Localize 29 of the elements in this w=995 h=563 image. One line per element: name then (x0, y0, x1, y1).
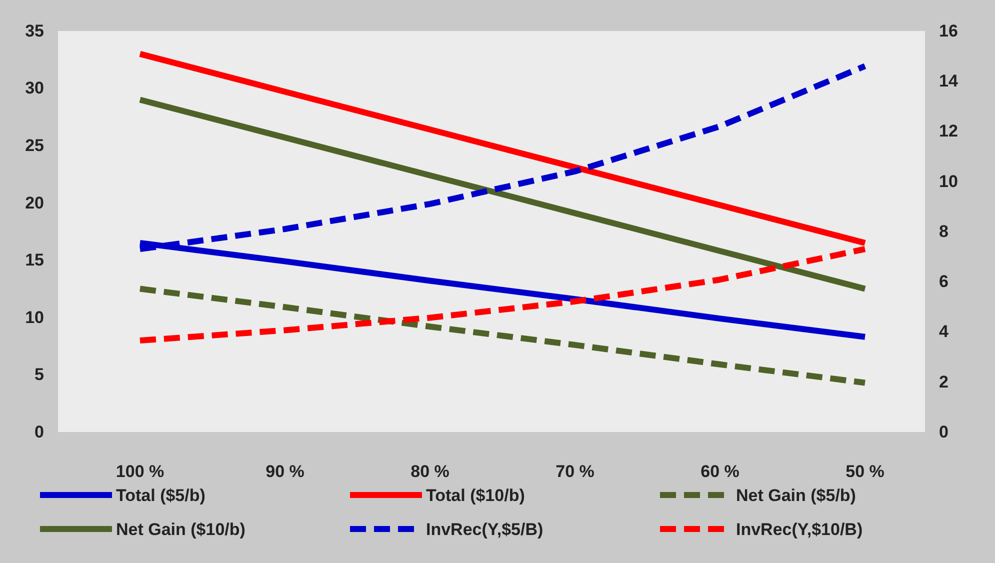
y-tick-label: 30 (25, 78, 44, 98)
x-tick-label: 90 % (266, 462, 304, 482)
y2-tick-label: 4 (939, 322, 949, 342)
y-tick-label: 0 (34, 422, 44, 442)
legend-label: Total ($5/b) (116, 486, 206, 505)
x-tick-label: 70 % (556, 462, 594, 482)
y-tick-label: 20 (25, 193, 44, 212)
y2-tick-label: 12 (939, 122, 958, 141)
y2-tick-label: 16 (939, 21, 958, 40)
x-tick-label: 50 % (846, 462, 884, 482)
y-tick-label: 25 (25, 136, 44, 156)
legend-label: Net Gain ($10/b) (116, 520, 246, 539)
legend-label: Net Gain ($5/b) (736, 486, 856, 505)
y-tick-label: 5 (34, 365, 44, 384)
y2-tick-label: 6 (939, 272, 948, 292)
x-tick-label: 60 % (700, 462, 740, 482)
x-tick-label: 100 % (116, 462, 164, 482)
x-tick-label: 80 % (410, 462, 450, 482)
legend-label: Total ($10/b) (426, 486, 525, 505)
y-tick-label: 15 (25, 250, 44, 270)
y2-tick-label: 0 (939, 422, 948, 442)
y2-tick-label: 14 (939, 72, 958, 91)
y-tick-label: 10 (25, 308, 44, 327)
y2-tick-label: 8 (939, 222, 948, 241)
y2-tick-label: 10 (939, 172, 958, 191)
legend-label: InvRec(Y,$5/B) (426, 520, 544, 539)
y2-tick-label: 2 (939, 372, 948, 392)
y-tick-label: 35 (25, 21, 44, 40)
legend-label: InvRec(Y,$10/B) (736, 520, 863, 539)
